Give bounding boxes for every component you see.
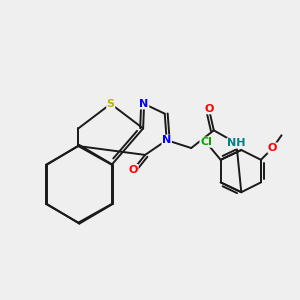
Text: O: O [204, 104, 214, 114]
Text: Cl: Cl [200, 137, 212, 147]
Text: NH: NH [227, 138, 246, 148]
Text: N: N [162, 135, 171, 145]
Text: N: N [140, 99, 149, 109]
Text: S: S [107, 99, 115, 109]
Text: O: O [268, 143, 278, 153]
Text: O: O [129, 165, 138, 175]
